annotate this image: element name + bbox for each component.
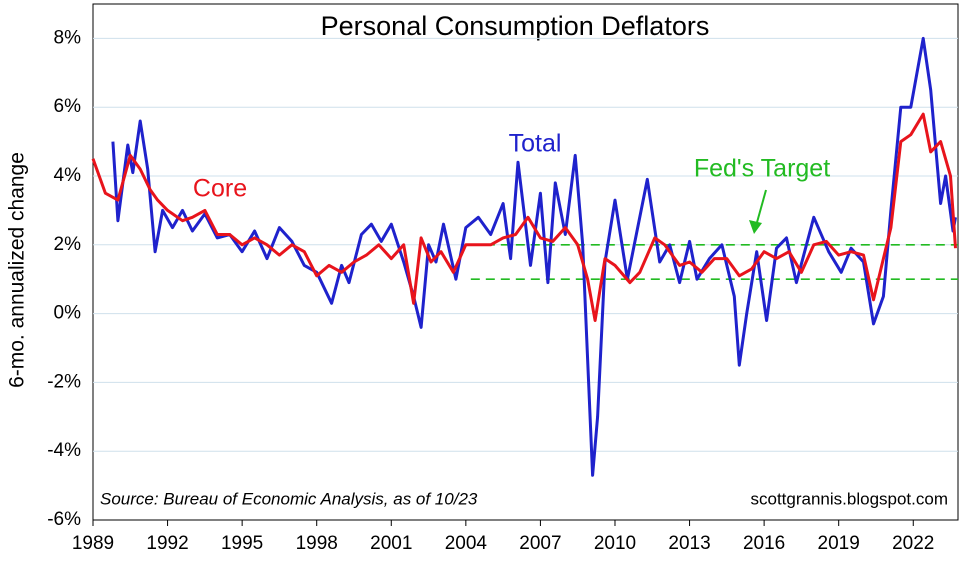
x-tick-label: 2004 xyxy=(445,533,488,554)
x-tick-label: 2016 xyxy=(743,533,785,554)
x-tick-label: 1992 xyxy=(146,533,188,554)
series-label: Total xyxy=(509,130,562,158)
x-tick-label: 2022 xyxy=(892,533,934,554)
x-tick-label: 2007 xyxy=(519,533,561,554)
y-tick-label: 6% xyxy=(54,96,82,117)
plot-frame xyxy=(92,3,959,521)
x-tick-label: 1995 xyxy=(221,533,263,554)
y-tick-label: 0% xyxy=(54,303,82,324)
y-axis-label: 6-mo. annualized change xyxy=(6,152,29,388)
x-tick-label: 2019 xyxy=(818,533,860,554)
target-arrow xyxy=(755,189,767,227)
x-tick-label: 2010 xyxy=(594,533,636,554)
y-tick-label: 4% xyxy=(54,165,82,186)
y-tick-label: -6% xyxy=(47,509,81,530)
chart-title: Personal Consumption Deflators xyxy=(321,11,710,41)
x-tick-label: 2001 xyxy=(370,533,412,554)
series-line xyxy=(111,36,957,477)
series-line xyxy=(91,112,957,322)
source-note: Source: Bureau of Economic Analysis, as … xyxy=(100,489,478,508)
series-label: Core xyxy=(193,175,247,203)
target-arrowhead xyxy=(749,220,762,234)
x-tick-label: 1998 xyxy=(296,533,338,554)
y-tick-label: -4% xyxy=(47,440,81,461)
y-tick-label: -2% xyxy=(47,371,81,392)
x-tick-label: 2013 xyxy=(668,533,710,554)
x-tick-label: 1989 xyxy=(72,533,114,554)
target-label: Fed's Target xyxy=(694,155,830,183)
credit: scottgrannis.blogspot.com xyxy=(751,489,949,508)
y-tick-label: 8% xyxy=(54,27,82,48)
y-tick-label: 2% xyxy=(54,234,82,255)
